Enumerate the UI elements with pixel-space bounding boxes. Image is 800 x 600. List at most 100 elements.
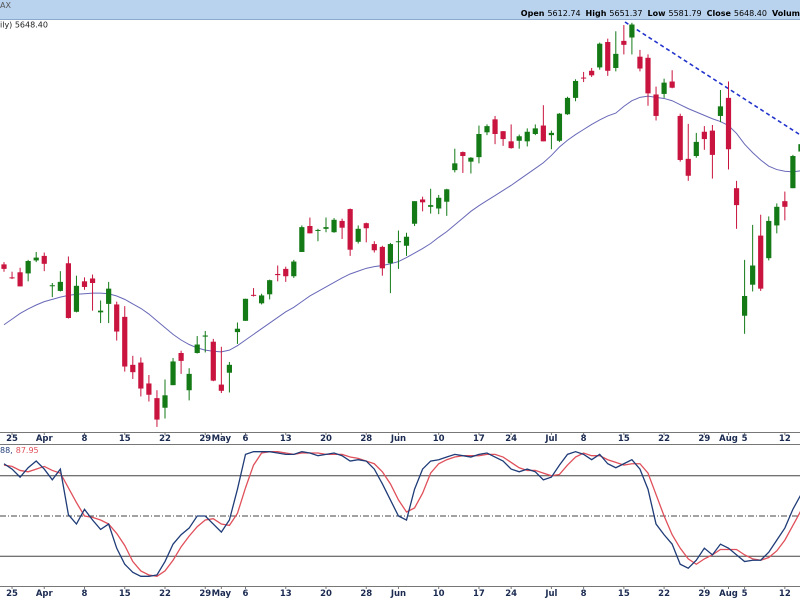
field-label: High [585, 9, 607, 18]
x-tick-label: May [212, 434, 232, 444]
candle-body [57, 281, 63, 291]
candle-body [267, 280, 273, 295]
candle-body [701, 131, 707, 140]
candle-body [275, 273, 281, 276]
x-tick-label: 8 [581, 434, 587, 444]
candle-body [25, 260, 31, 274]
x-tick-label: Jun [390, 434, 406, 444]
candle-body [154, 398, 160, 420]
candle-body [508, 141, 514, 149]
candle-body [114, 304, 120, 332]
x-tick-label: 6 [243, 589, 249, 599]
candle-body [500, 131, 506, 140]
candle-body [460, 152, 466, 157]
candle-body [605, 42, 611, 71]
candle-body [516, 136, 522, 141]
x-tick-label: 17 [473, 434, 485, 444]
field-value: 5581.79 [668, 9, 702, 18]
stochastic-line [3, 451, 800, 577]
x-tick-label: 13 [280, 589, 292, 599]
candle-body [41, 255, 47, 264]
candle-body [725, 97, 732, 150]
candle-body [790, 156, 796, 189]
candle-body [242, 298, 249, 321]
x-tick-label: 15 [119, 434, 131, 444]
candle-body [597, 43, 603, 68]
candle-body [33, 257, 39, 261]
x-tick-label: Jul [544, 434, 557, 444]
candle-body [49, 285, 55, 287]
x-tick-label: 12 [779, 434, 791, 444]
candle-body [339, 220, 345, 228]
candle-body [589, 70, 595, 76]
candle-body [122, 316, 128, 367]
candle-body [379, 246, 385, 269]
candle-body [484, 126, 490, 133]
candle-body [299, 227, 305, 252]
x-tick-label: 29 [698, 434, 710, 444]
candle-body [17, 272, 23, 287]
x-tick-label: 22 [658, 434, 670, 444]
x-tick-label: 5 [742, 434, 748, 444]
field-value: 5651.37 [609, 9, 643, 18]
x-tick-label: Apr [36, 589, 54, 599]
candle-body [98, 310, 104, 313]
candle-body [581, 77, 587, 79]
candle-body [444, 189, 450, 202]
x-tick-label: 29 [698, 589, 710, 599]
candle-body [733, 188, 740, 206]
candle-body [661, 82, 667, 94]
candle-body [693, 141, 699, 157]
candle-body [1, 264, 7, 269]
candle-body [653, 94, 659, 116]
candle-body [742, 295, 748, 316]
symbol: AX [0, 1, 11, 10]
candle-body [130, 364, 136, 373]
price-panel [0, 20, 800, 432]
candle-body [283, 268, 289, 277]
candle-body [202, 335, 208, 337]
candle-body [774, 206, 780, 226]
candle-body [564, 97, 571, 115]
candle-body [428, 205, 434, 207]
candle-body [146, 383, 152, 395]
candle-body [65, 263, 71, 318]
x-tick-label: 24 [505, 589, 517, 599]
x-tick-label: 20 [320, 434, 332, 444]
candle-body [540, 125, 546, 142]
x-tick-label: 15 [618, 589, 630, 599]
candle-body [250, 294, 257, 296]
header-bar: AX Open 5612.74 High 5651.37 Low 5581.79 Close… [0, 0, 800, 20]
field-value: 5612.74 [547, 9, 581, 18]
candle-body [81, 281, 88, 287]
candle-body [395, 241, 402, 243]
candle-body [468, 157, 474, 162]
candle-body [782, 201, 788, 207]
x-tick-label: 28 [360, 434, 372, 444]
candle-body [613, 53, 619, 68]
candle-body [226, 364, 232, 373]
candle-body [685, 158, 691, 176]
candle-body [637, 56, 643, 69]
x-tick-label: 6 [243, 434, 249, 444]
field-label: Open [520, 9, 545, 18]
candle-body [371, 244, 377, 251]
candle-body [73, 285, 80, 312]
candle-body [403, 236, 410, 246]
x-tick-label: Jun [390, 589, 406, 599]
candle-body [89, 278, 96, 284]
x-tick-label: 8 [82, 589, 88, 599]
x-tick-label: 8 [581, 589, 587, 599]
candle-body [766, 220, 772, 259]
readout-value: 87.95 [16, 446, 39, 455]
x-tick-label: 29 [199, 434, 211, 444]
x-tick-label: 8 [82, 434, 88, 444]
candle-body [355, 228, 361, 242]
stochastic-line [3, 450, 800, 577]
candle-body [556, 113, 563, 141]
candle-body [524, 131, 530, 142]
candle-body [548, 132, 554, 136]
x-tick-label: 22 [658, 589, 670, 599]
candle-body [307, 226, 313, 234]
field-value: 5648.40 [733, 9, 767, 18]
